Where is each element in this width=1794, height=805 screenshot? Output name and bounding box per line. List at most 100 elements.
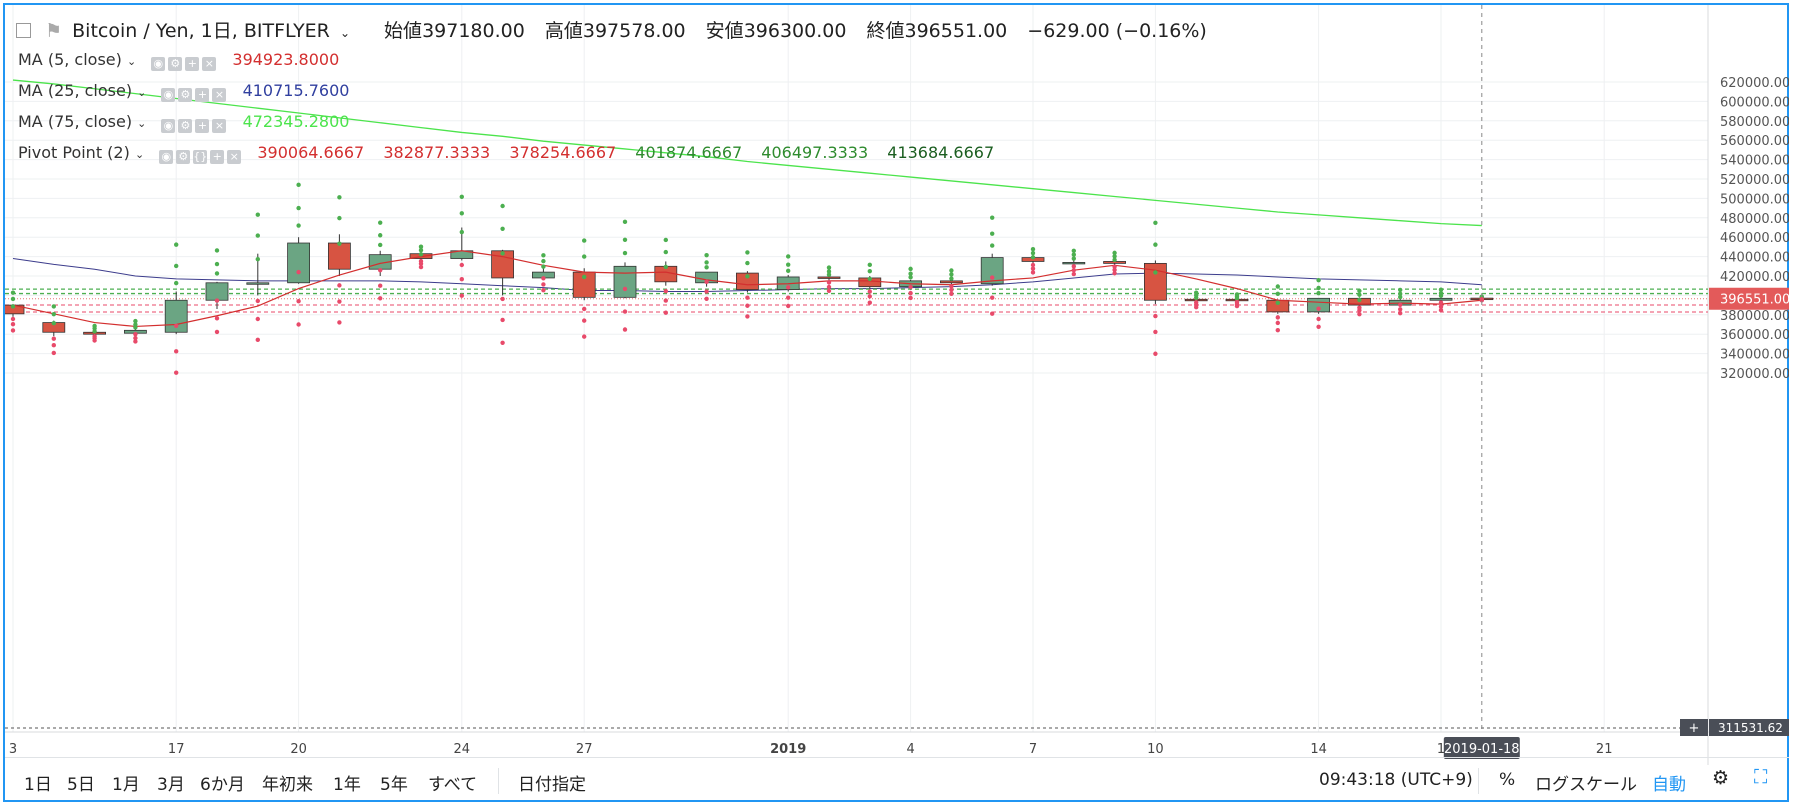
pivot-dot-support: [1398, 310, 1403, 316]
pivot-dot-support: [990, 311, 995, 316]
indicator-label[interactable]: Pivot Point (2): [18, 143, 130, 162]
pivot-dot-support: [51, 342, 56, 348]
indicator-pivot[interactable]: Pivot Point (2) ⌄ ◉ ⚙{} + × 390064.6667 382…: [18, 143, 1008, 164]
indicator-label[interactable]: MA (25, close): [18, 81, 133, 100]
auto-scale-button[interactable]: 自動: [1652, 775, 1686, 795]
pivot-dot-support: [255, 298, 260, 304]
pivot-dot-resistance: [663, 249, 668, 255]
pivot-dot-support: [990, 295, 995, 300]
indicator-controls[interactable]: ◉ ⚙ + ×: [161, 83, 229, 102]
chevron-down-icon[interactable]: ⌄: [137, 86, 147, 99]
indicator-controls[interactable]: ◉ ⚙ + ×: [161, 114, 229, 133]
eye-icon[interactable]: ◉: [159, 150, 174, 164]
chevron-down-icon[interactable]: ⌄: [137, 117, 147, 130]
range-ytd[interactable]: 年初来: [262, 775, 313, 795]
y-tick-label: 340000.00: [1720, 348, 1789, 363]
range-3m[interactable]: 3月: [157, 775, 185, 795]
pivot-dot-resistance: [541, 253, 546, 258]
symbol-header: ⚑ Bitcoin / Yen, 1日, BITFLYER ⌄ 始値397180…: [16, 16, 1211, 43]
candle-body: [1429, 297, 1453, 301]
pivot-dot-support: [582, 318, 587, 323]
date-range-button[interactable]: 日付指定: [518, 775, 586, 795]
gear-icon[interactable]: ⚙: [178, 88, 193, 102]
y-tick-label: 500000.00: [1720, 192, 1789, 207]
range-5d[interactable]: 5日: [67, 775, 95, 795]
candle-body: [980, 257, 1004, 285]
pivot-dot-support: [1316, 316, 1321, 322]
plus-icon[interactable]: +: [195, 119, 210, 133]
pivot-dot-support: [255, 337, 260, 343]
indicator-ma75[interactable]: MA (75, close) ⌄ ◉ ⚙ + × 472345.2800: [18, 112, 363, 133]
close-icon[interactable]: ×: [202, 57, 217, 71]
range-1m[interactable]: 1月: [112, 775, 140, 795]
price-chart[interactable]: 320000.00340000.00360000.00380000.004000…: [5, 5, 1789, 765]
eye-icon[interactable]: ◉: [161, 119, 176, 133]
pivot-dot-support: [908, 284, 913, 290]
indicator-ma5[interactable]: MA (5, close) ⌄ ◉ ⚙ + × 394923.8000: [18, 50, 353, 71]
pivot-dot-support: [1275, 315, 1281, 320]
pivot-dot-resistance: [704, 265, 709, 270]
pivot-dot-resistance: [1071, 248, 1077, 253]
pivot-dot-resistance: [174, 263, 179, 269]
gear-icon[interactable]: ⚙: [1712, 767, 1730, 789]
range-all[interactable]: すべて: [428, 775, 478, 795]
open-value: 397180.00: [422, 20, 525, 42]
pivot-dot-support: [1153, 313, 1158, 319]
gear-icon[interactable]: ⚙: [178, 119, 193, 133]
range-1d[interactable]: 1日: [24, 775, 52, 795]
close-icon[interactable]: ×: [212, 88, 227, 102]
clock-display[interactable]: 09:43:18 (UTC+9): [1319, 770, 1473, 790]
pivot-dot-resistance: [418, 244, 424, 249]
chevron-down-icon[interactable]: ⌄: [339, 26, 350, 40]
plus-icon[interactable]: +: [185, 57, 200, 71]
pivot-dot-resistance: [214, 271, 220, 276]
log-scale-button[interactable]: ログスケール: [1535, 775, 1637, 795]
range-5y[interactable]: 5年: [380, 775, 408, 795]
candle-body: [1144, 262, 1167, 301]
pivot-dot-resistance: [255, 212, 260, 217]
close-icon[interactable]: ×: [212, 119, 227, 133]
pivot-dot-support: [459, 262, 464, 268]
symbol-title[interactable]: Bitcoin / Yen, 1日, BITFLYER: [72, 20, 330, 42]
pivot-dot-support: [826, 288, 832, 294]
eye-icon[interactable]: ◉: [161, 88, 176, 102]
gear-icon[interactable]: ⚙: [168, 57, 183, 71]
pivot-dot-support: [1316, 324, 1321, 329]
pivot-dot-resistance: [1112, 257, 1117, 263]
pivot-dot-support: [255, 316, 260, 322]
pivot-dot-support: [949, 291, 954, 296]
gear-icon[interactable]: ⚙: [176, 150, 191, 164]
indicator-ma25[interactable]: MA (25, close) ⌄ ◉ ⚙ + × 410715.7600: [18, 81, 363, 102]
indicator-label[interactable]: MA (5, close): [18, 50, 122, 69]
fullscreen-icon[interactable]: ⛶: [1754, 766, 1768, 788]
indicator-label[interactable]: MA (75, close): [18, 112, 133, 131]
pivot-dot-support: [337, 299, 342, 304]
pivot-dot-resistance: [500, 251, 505, 256]
pivot-dot-resistance: [255, 256, 260, 262]
pivot-dot-resistance: [541, 264, 546, 269]
pivot-dot-support: [214, 298, 220, 303]
indicator-controls[interactable]: ◉ ⚙ + ×: [151, 52, 219, 71]
plus-icon: +: [1689, 721, 1700, 736]
pivot-dot-resistance: [214, 261, 220, 267]
chevron-down-icon[interactable]: ⌄: [134, 148, 145, 161]
x-tick-label: 14: [1310, 742, 1327, 757]
chevron-down-icon[interactable]: ⌄: [126, 55, 137, 68]
indicator-value: 472345.2800: [242, 112, 350, 131]
pivot-dot-support: [1275, 327, 1281, 333]
pivot-dot-resistance: [1030, 250, 1036, 256]
indicator-controls[interactable]: ◉ ⚙{} + ×: [159, 145, 244, 164]
pivot-dot-resistance: [1275, 300, 1281, 306]
braces-icon[interactable]: {}: [193, 150, 208, 164]
range-6m[interactable]: 6か月: [200, 775, 245, 795]
percent-button[interactable]: %: [1499, 770, 1516, 790]
plus-icon[interactable]: +: [210, 150, 225, 164]
eye-icon[interactable]: ◉: [151, 57, 166, 71]
plus-icon[interactable]: +: [195, 88, 210, 102]
pivot-dot-resistance: [949, 268, 954, 273]
open-label: 始値: [384, 20, 423, 42]
range-1y[interactable]: 1年: [333, 775, 361, 795]
close-icon[interactable]: ×: [227, 150, 242, 164]
pivot-dot-support: [1479, 298, 1485, 303]
collapse-icon[interactable]: [16, 23, 31, 38]
